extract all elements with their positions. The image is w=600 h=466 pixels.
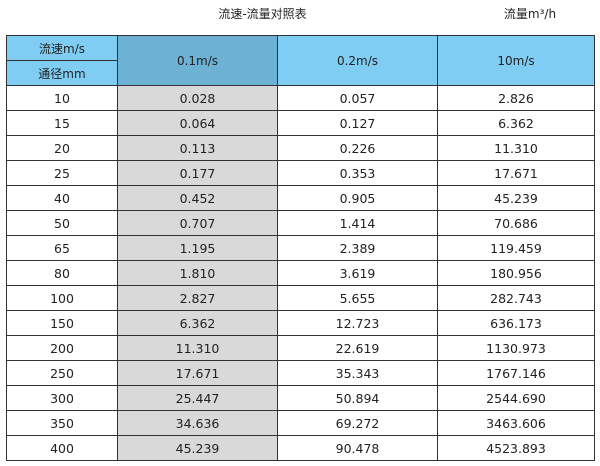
flow-cell: 2.389 (277, 235, 438, 261)
flow-cell: 180.956 (437, 260, 595, 286)
flow-cell: 17.671 (437, 160, 595, 186)
flow-cell: 45.239 (117, 435, 278, 461)
diameter-cell: 100 (6, 285, 118, 311)
flow-cell: 0.057 (277, 85, 438, 111)
flow-cell: 0.064 (117, 110, 278, 136)
flow-cell: 0.226 (277, 135, 438, 161)
column-header[interactable]: 0.1m/s (117, 35, 278, 86)
table-row: 200 11.310 22.619 1130.973 (6, 335, 595, 361)
flow-cell: 70.686 (437, 210, 595, 236)
flow-cell: 1.810 (117, 260, 278, 286)
table-row: 50 0.707 1.414 70.686 (6, 210, 595, 236)
table-row: 100 2.827 5.655 282.743 (6, 285, 595, 311)
flow-cell: 25.447 (117, 385, 278, 411)
flow-cell: 0.127 (277, 110, 438, 136)
flow-cell: 0.353 (277, 160, 438, 186)
flow-cell: 45.239 (437, 185, 595, 211)
column-header[interactable]: 10m/s (437, 35, 595, 86)
flow-cell: 34.636 (117, 410, 278, 436)
diameter-cell: 10 (6, 85, 118, 111)
table-row: 25 0.177 0.353 17.671 (6, 160, 595, 186)
flow-cell: 0.707 (117, 210, 278, 236)
table-row: 10 0.028 0.057 2.826 (6, 85, 595, 111)
table-row: 15 0.064 0.127 6.362 (6, 110, 595, 136)
diameter-cell: 250 (6, 360, 118, 386)
flow-cell: 50.894 (277, 385, 438, 411)
flow-cell: 3.619 (277, 260, 438, 286)
velocity-header: 流速m/s (6, 35, 118, 61)
table-title: 流速-流量对照表 (218, 7, 307, 21)
flow-cell: 22.619 (277, 335, 438, 361)
table-row: 20 0.113 0.226 11.310 (6, 135, 595, 161)
flow-cell: 0.028 (117, 85, 278, 111)
flow-cell: 17.671 (117, 360, 278, 386)
flow-cell: 90.478 (277, 435, 438, 461)
diameter-cell: 65 (6, 235, 118, 261)
flow-cell: 2.827 (117, 285, 278, 311)
diameter-cell: 25 (6, 160, 118, 186)
flow-cell: 5.655 (277, 285, 438, 311)
diameter-cell: 40 (6, 185, 118, 211)
diameter-cell: 300 (6, 385, 118, 411)
flow-cell: 0.452 (117, 185, 278, 211)
table-row: 350 34.636 69.272 3463.606 (6, 410, 595, 436)
flow-cell: 4523.893 (437, 435, 595, 461)
diameter-cell: 200 (6, 335, 118, 361)
flow-cell: 1.414 (277, 210, 438, 236)
diameter-cell: 400 (6, 435, 118, 461)
diameter-cell: 20 (6, 135, 118, 161)
flow-cell: 1.195 (117, 235, 278, 261)
table-row: 80 1.810 3.619 180.956 (6, 260, 595, 286)
table-row: 400 45.239 90.478 4523.893 (6, 435, 595, 461)
table-row: 250 17.671 35.343 1767.146 (6, 360, 595, 386)
flow-cell: 3463.606 (437, 410, 595, 436)
table-row: 65 1.195 2.389 119.459 (6, 235, 595, 261)
flow-cell: 0.905 (277, 185, 438, 211)
table-row: 150 6.362 12.723 636.173 (6, 310, 595, 336)
unit-label: 流量m³/h (503, 7, 557, 21)
diameter-header: 通径mm (6, 60, 118, 86)
diameter-cell: 50 (6, 210, 118, 236)
table-row: 40 0.452 0.905 45.239 (6, 185, 595, 211)
header-row: 通径mm (6, 60, 595, 86)
diameter-cell: 80 (6, 260, 118, 286)
flow-cell: 35.343 (277, 360, 438, 386)
flow-cell: 636.173 (437, 310, 595, 336)
header-row: 流速m/s 0.1m/s 0.2m/s 10m/s (6, 35, 595, 86)
flow-cell: 0.113 (117, 135, 278, 161)
flow-cell: 11.310 (437, 135, 595, 161)
flow-cell: 1130.973 (437, 335, 595, 361)
table-row: 300 25.447 50.894 2544.690 (6, 385, 595, 411)
diameter-cell: 350 (6, 410, 118, 436)
diameter-cell: 15 (6, 110, 118, 136)
flow-cell: 69.272 (277, 410, 438, 436)
flow-table: 流速m/s 0.1m/s 0.2m/s 10m/s 通径mm 10 0.028 0.… (6, 35, 595, 461)
flow-cell: 6.362 (437, 110, 595, 136)
flow-cell: 6.362 (117, 310, 278, 336)
column-header[interactable]: 0.2m/s (277, 35, 438, 86)
flow-cell: 2544.690 (437, 385, 595, 411)
flow-cell: 119.459 (437, 235, 595, 261)
flow-cell: 0.177 (117, 160, 278, 186)
flow-cell: 2.826 (437, 85, 595, 111)
flow-cell: 282.743 (437, 285, 595, 311)
flow-cell: 1767.146 (437, 360, 595, 386)
flow-cell: 11.310 (117, 335, 278, 361)
flow-cell: 12.723 (277, 310, 438, 336)
diameter-cell: 150 (6, 310, 118, 336)
